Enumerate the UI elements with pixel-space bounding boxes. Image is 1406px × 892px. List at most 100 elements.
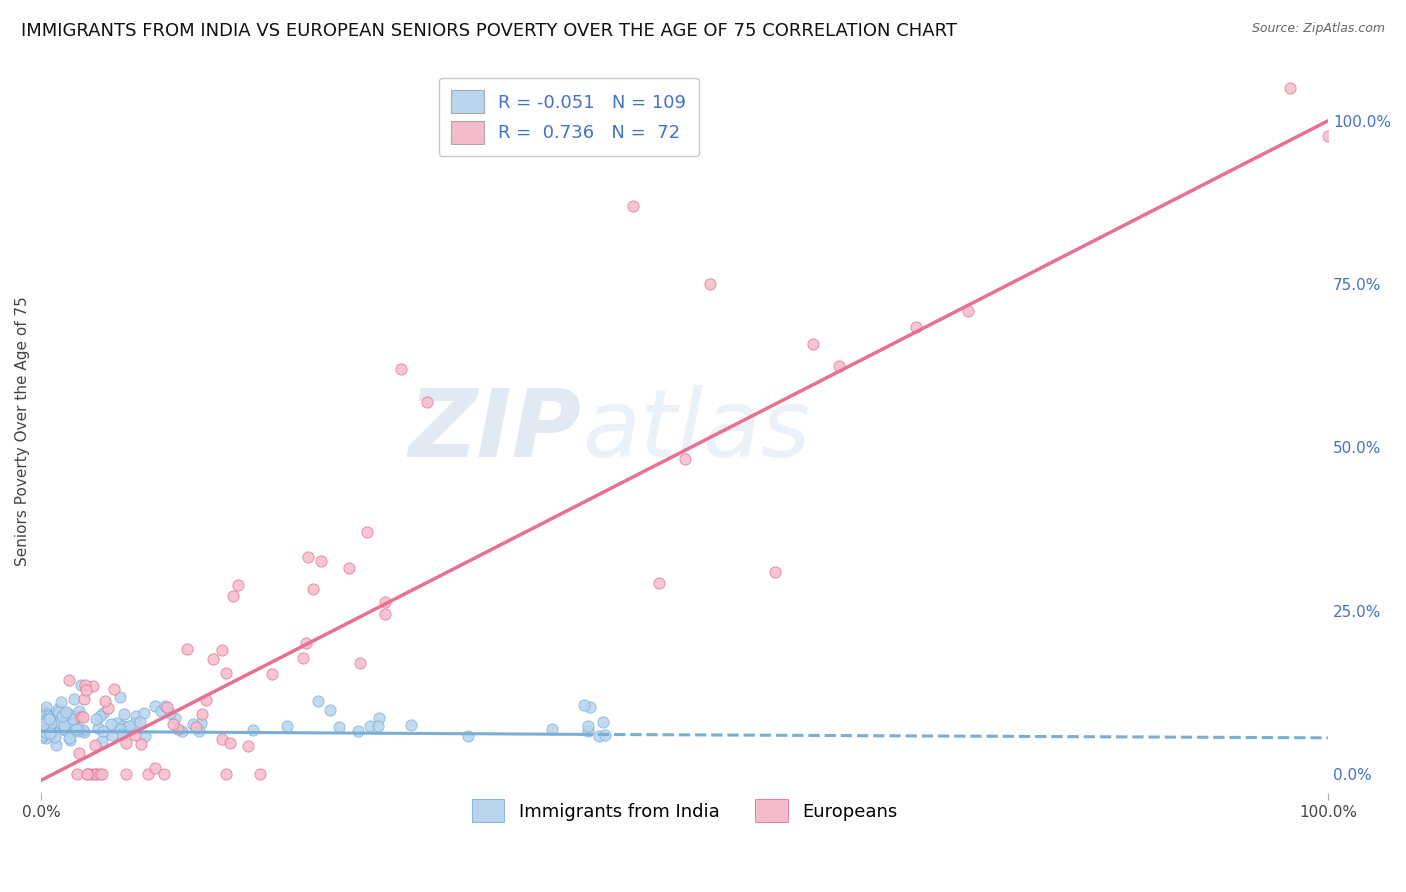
Point (211, 642, 233, 657)
Point (118, 718, 141, 732)
Point (215, 766, 238, 780)
Point (1317, 129, 1340, 144)
Point (110, 690, 132, 705)
Point (956, 303, 979, 318)
Point (349, 657, 371, 671)
Point (328, 720, 350, 734)
Point (187, 724, 209, 739)
Point (65, 723, 87, 737)
Point (105, 715, 128, 730)
Y-axis label: Seniors Poverty Over the Age of 75: Seniors Poverty Over the Age of 75 (15, 296, 30, 566)
Point (76, 766, 98, 780)
Point (87, 721, 110, 735)
Point (699, 277, 721, 291)
Point (292, 650, 315, 665)
Point (359, 719, 381, 733)
Point (94, 694, 117, 708)
Point (63, 712, 86, 726)
Point (41, 710, 63, 724)
Point (32, 728, 55, 742)
Point (347, 723, 370, 738)
Point (31, 726, 53, 740)
Point (53, 718, 76, 732)
Point (295, 636, 318, 650)
Point (62, 713, 84, 727)
Point (39, 720, 62, 734)
Point (576, 719, 599, 733)
Point (540, 722, 562, 736)
Point (90, 766, 112, 780)
Point (44, 738, 66, 752)
Point (30, 724, 52, 739)
Text: IMMIGRANTS FROM INDIA VS EUROPEAN SENIORS POVERTY OVER THE AGE OF 75 CORRELATION: IMMIGRANTS FROM INDIA VS EUROPEAN SENIOR… (21, 22, 957, 40)
Point (115, 722, 138, 736)
Point (66, 723, 89, 738)
Point (588, 729, 610, 743)
Point (49, 695, 72, 709)
Point (41, 717, 63, 731)
Point (52, 718, 75, 732)
Point (51, 709, 73, 723)
Point (46, 702, 69, 716)
Point (115, 736, 138, 750)
Point (319, 703, 342, 717)
Point (31, 730, 53, 744)
Point (66, 723, 89, 737)
Point (37, 716, 59, 731)
Point (84, 766, 107, 780)
Point (82, 679, 104, 693)
Point (58, 707, 80, 722)
Point (101, 728, 124, 742)
Point (1278, 81, 1301, 95)
Point (149, 704, 172, 718)
Point (457, 729, 479, 743)
Point (152, 766, 174, 780)
Point (46, 706, 69, 720)
Point (84, 766, 107, 780)
Point (186, 720, 208, 734)
Point (374, 595, 396, 609)
Point (162, 717, 184, 731)
Point (648, 575, 671, 590)
Point (399, 717, 422, 731)
Point (367, 719, 389, 733)
Point (129, 715, 152, 730)
Point (416, 394, 439, 409)
Point (89, 709, 111, 723)
Point (89, 766, 111, 780)
Point (219, 736, 242, 750)
Point (45, 715, 67, 730)
Point (211, 732, 233, 747)
Point (124, 715, 146, 730)
Point (53, 721, 76, 735)
Point (301, 582, 323, 597)
Point (167, 723, 190, 737)
Text: ZIP: ZIP (409, 385, 582, 477)
Point (828, 359, 851, 373)
Point (70, 678, 93, 692)
Point (41, 708, 63, 723)
Point (143, 760, 166, 774)
Point (226, 578, 249, 592)
Point (59, 717, 82, 731)
Point (165, 711, 187, 725)
Point (67, 746, 90, 760)
Point (905, 320, 928, 334)
Point (194, 692, 217, 706)
Point (132, 706, 155, 721)
Point (621, 199, 644, 213)
Point (170, 724, 193, 739)
Point (48, 714, 70, 728)
Point (593, 728, 616, 742)
Point (181, 716, 204, 731)
Point (70, 709, 93, 723)
Point (367, 711, 389, 725)
Point (242, 723, 264, 737)
Point (763, 565, 786, 579)
Point (31, 726, 53, 740)
Point (37, 706, 59, 721)
Point (35, 731, 58, 745)
Point (108, 722, 131, 736)
Point (44, 731, 66, 745)
Point (124, 728, 146, 742)
